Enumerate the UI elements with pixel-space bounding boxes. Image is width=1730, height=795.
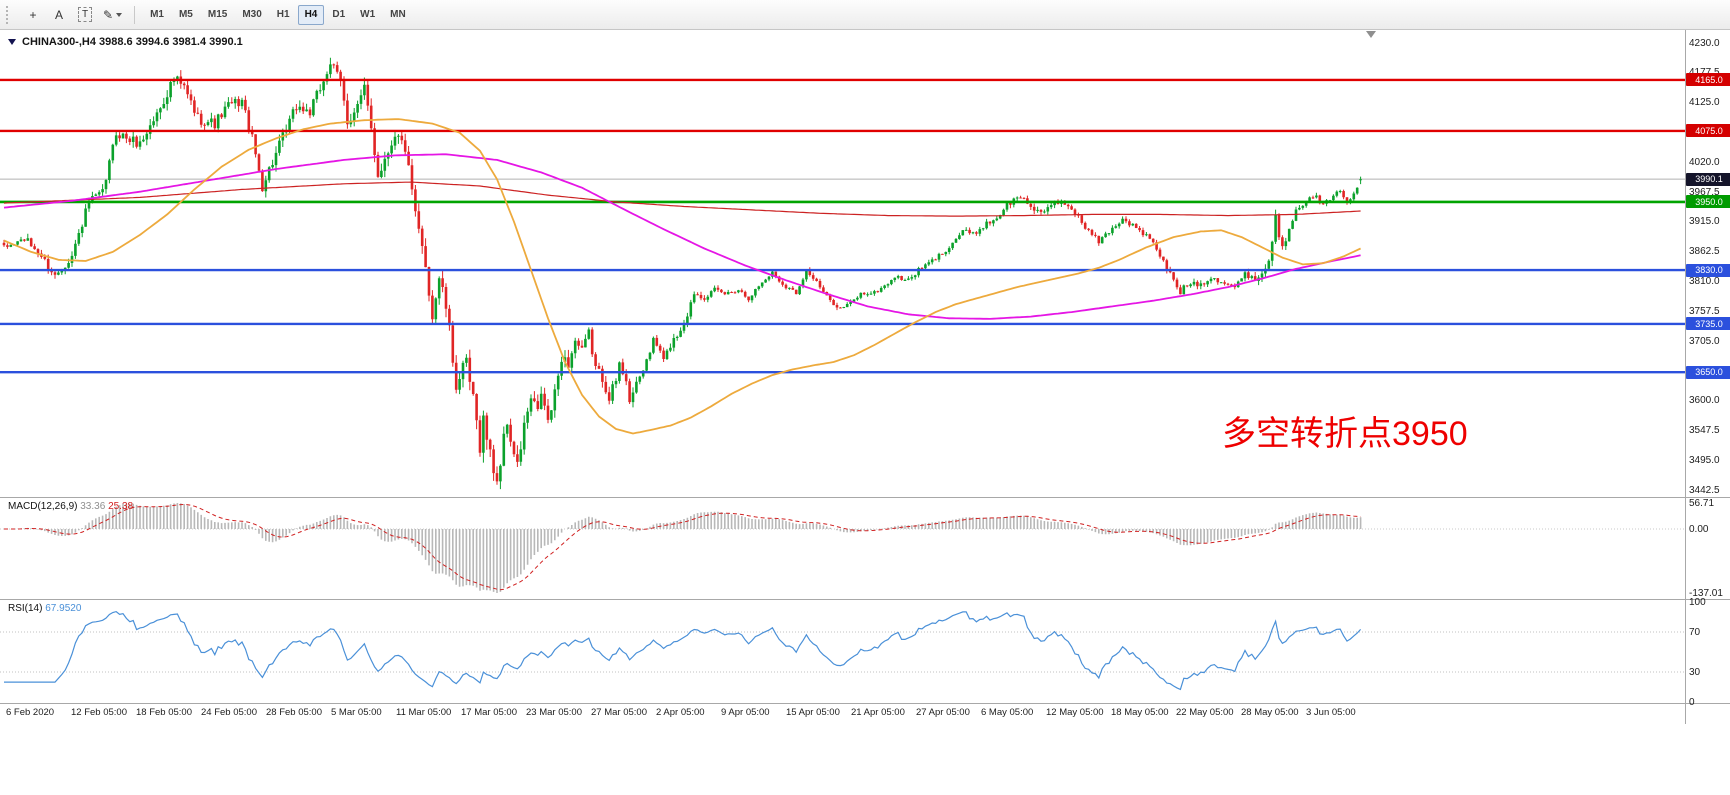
price-tick-3757.5: 3757.5: [1689, 305, 1720, 317]
rsi-axis-30: 30: [1689, 667, 1701, 678]
time-label-15: 6 May 05:00: [981, 707, 1034, 718]
price-tag-current: 3990.1: [1686, 172, 1730, 186]
time-label-4: 28 Feb 05:00: [266, 707, 322, 718]
price-tag-4165.0: 4165.0: [1686, 73, 1730, 87]
price-chart-canvas[interactable]: [0, 30, 1685, 497]
crosshair-icon: +: [29, 7, 37, 22]
time-label-1: 12 Feb 05:00: [71, 707, 127, 718]
rsi-axis-0: 0: [1689, 697, 1695, 708]
pencil-icon: ✎: [103, 7, 114, 22]
time-axis-separator: [0, 703, 1730, 704]
macd-panel-separator[interactable]: [0, 497, 1730, 498]
time-label-14: 27 Apr 05:00: [916, 707, 970, 718]
rsi-value: 67.9520: [45, 603, 82, 614]
text-label-icon: A: [54, 7, 63, 22]
toolbar-grip[interactable]: [6, 5, 13, 24]
price-tick-3967.5: 3967.5: [1689, 186, 1720, 198]
price-tag-3830.0: 3830.0: [1686, 263, 1730, 277]
rsi-axis-100: 100: [1689, 597, 1706, 608]
macd-histogram: [6, 503, 1362, 593]
price-tick-3862.5: 3862.5: [1689, 246, 1720, 258]
macd-label: MACD(12,26,9) 33.36 25.38: [8, 501, 133, 512]
macd-value-signal: 25.38: [108, 501, 134, 512]
timeframe-button-m30[interactable]: M30: [235, 5, 268, 25]
timeframe-button-d1[interactable]: D1: [325, 5, 352, 25]
time-label-10: 2 Apr 05:00: [656, 707, 705, 718]
up-wicks: [10, 57, 1362, 490]
chart-shift-marker-icon[interactable]: [1366, 31, 1376, 38]
rsi-line: [4, 610, 1362, 691]
time-label-3: 24 Feb 05:00: [201, 707, 257, 718]
macd-signal-line: [4, 503, 1361, 591]
price-tag-4075.0: 4075.0: [1686, 124, 1730, 138]
macd-axis--137.01: -137.01: [1689, 588, 1723, 599]
draw-button[interactable]: ✎: [99, 4, 126, 26]
toolbar: + A T ✎ M1 M5 M15 M30 H1 H4 D1 W1 MN: [0, 0, 1730, 30]
time-label-6: 11 Mar 05:00: [396, 707, 452, 718]
toolbar-separator: [134, 5, 136, 24]
rsi-label: RSI(14) 67.9520: [8, 603, 81, 614]
timeframe-button-m1[interactable]: M1: [143, 5, 171, 25]
price-tick-3442.5: 3442.5: [1689, 484, 1720, 496]
text-label-button[interactable]: A: [47, 4, 71, 26]
timeframe-button-m5[interactable]: M5: [172, 5, 200, 25]
axis-separator-line: [1685, 30, 1686, 724]
text-box-button[interactable]: T: [73, 4, 97, 26]
macd-axis-56.71: 56.71: [1689, 498, 1715, 509]
price-tag-3650.0: 3650.0: [1686, 365, 1730, 379]
price-tick-3915.0: 3915.0: [1689, 216, 1720, 228]
price-tick-3705.0: 3705.0: [1689, 335, 1720, 347]
text-box-icon: T: [77, 7, 93, 22]
timeframe-button-h4[interactable]: H4: [297, 4, 325, 25]
price-tick-3600.0: 3600.0: [1689, 395, 1720, 407]
time-label-13: 21 Apr 05:00: [851, 707, 905, 718]
ma-slow-magenta[interactable]: [3, 153, 1361, 320]
price-tick-4020.0: 4020.0: [1689, 156, 1720, 168]
time-label-12: 15 Apr 05:00: [786, 707, 840, 718]
timeframe-button-mn[interactable]: MN: [383, 5, 413, 25]
rsi-panel-separator[interactable]: [0, 599, 1730, 600]
time-label-9: 27 Mar 05:00: [591, 707, 647, 718]
time-label-20: 3 Jun 05:00: [1306, 707, 1356, 718]
time-label-16: 12 May 05:00: [1046, 707, 1104, 718]
macd-label-name: MACD(12,26,9): [8, 501, 78, 512]
price-tick-4177.5: 4177.5: [1689, 67, 1720, 78]
rsi-canvas[interactable]: [0, 601, 1685, 703]
macd-canvas[interactable]: [0, 499, 1685, 599]
timeframe-group: M1 M5 M15 M30 H1 H4 D1 W1 MN: [143, 4, 413, 25]
price-tick-4230.0: 4230.0: [1689, 37, 1720, 49]
macd-value-main: 33.36: [80, 501, 106, 512]
time-label-2: 18 Feb 05:00: [136, 707, 192, 718]
price-tick-3547.5: 3547.5: [1689, 424, 1720, 436]
chart-symbol-marker-icon: [8, 39, 16, 45]
chart-title: CHINA300-,H4 3988.6 3994.6 3981.4 3990.1: [8, 36, 243, 48]
ma-long-red[interactable]: [3, 181, 1361, 217]
chart-annotation-text[interactable]: 多空转折点3950: [1222, 415, 1468, 453]
time-label-19: 28 May 05:00: [1241, 707, 1299, 718]
time-label-11: 9 Apr 05:00: [721, 707, 770, 718]
crosshair-button[interactable]: +: [21, 4, 45, 26]
price-tag-3950.0: 3950.0: [1686, 195, 1730, 209]
dropdown-arrow-icon: [116, 12, 123, 17]
ma-medium-orange[interactable]: [3, 118, 1361, 435]
timeframe-button-h1[interactable]: H1: [270, 5, 297, 25]
macd-axis-0.00: 0.00: [1689, 524, 1709, 535]
timeframe-button-m15[interactable]: M15: [201, 5, 234, 25]
rsi-axis-70: 70: [1689, 627, 1701, 638]
time-label-8: 23 Mar 05:00: [526, 707, 582, 718]
time-label-7: 17 Mar 05:00: [461, 707, 517, 718]
price-tick-3495.0: 3495.0: [1689, 454, 1720, 466]
chart-title-text: CHINA300-,H4 3988.6 3994.6 3981.4 3990.1: [22, 36, 243, 48]
candles: [2, 57, 1362, 490]
time-label-5: 5 Mar 05:00: [331, 707, 382, 718]
price-tick-3810.0: 3810.0: [1689, 275, 1720, 287]
time-label-0: 6 Feb 2020: [6, 707, 55, 718]
price-tick-4125.0: 4125.0: [1689, 97, 1720, 109]
time-label-18: 22 May 05:00: [1176, 707, 1234, 718]
price-tag-3735.0: 3735.0: [1686, 317, 1730, 331]
time-label-17: 18 May 05:00: [1111, 707, 1169, 718]
rsi-label-name: RSI(14): [8, 603, 43, 614]
timeframe-button-w1[interactable]: W1: [353, 5, 382, 25]
